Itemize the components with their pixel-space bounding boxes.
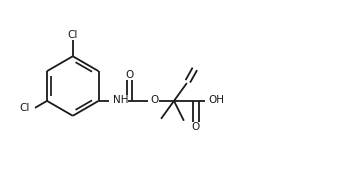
Text: OH: OH [208,95,224,105]
Text: O: O [192,122,200,132]
Text: Cl: Cl [19,103,30,113]
Text: Cl: Cl [67,30,78,40]
Text: O: O [125,70,133,80]
Text: O: O [151,95,159,105]
Text: NH: NH [113,95,128,105]
